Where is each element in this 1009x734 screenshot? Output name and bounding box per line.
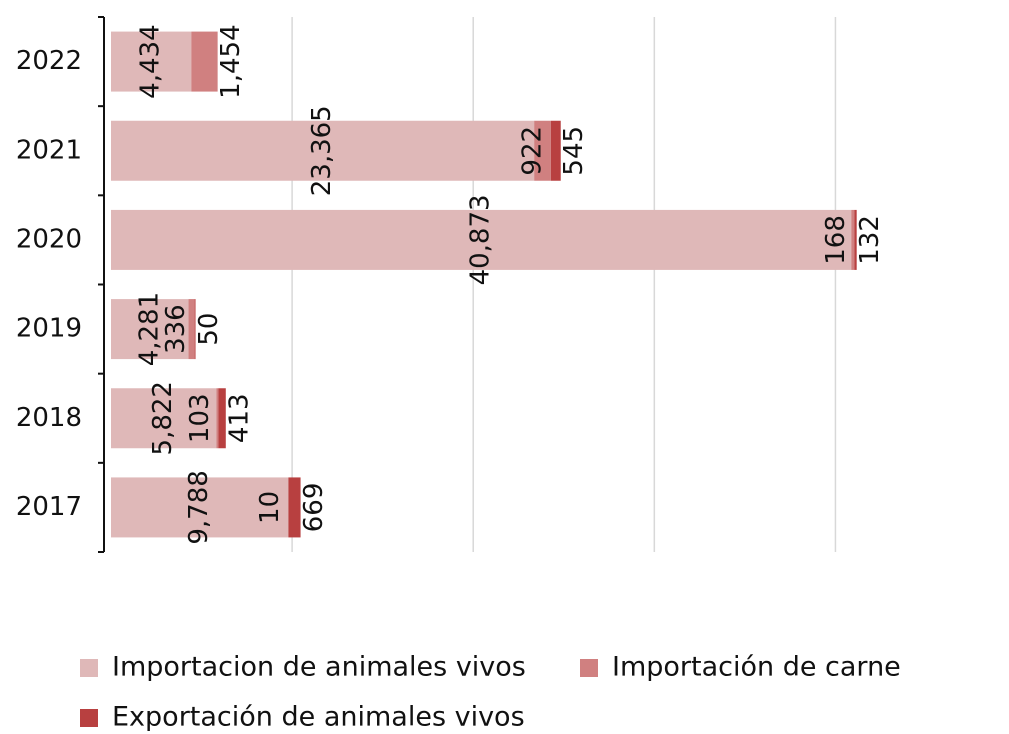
bar-segment (534, 120, 551, 181)
bar-segment (854, 209, 857, 270)
value-label: 10 (255, 491, 285, 524)
legend-swatch (80, 659, 98, 677)
legend-swatch (580, 659, 598, 677)
bar-segment (111, 388, 217, 449)
bar-segment (111, 477, 289, 538)
value-label: 103 (185, 393, 215, 443)
bar-segment (218, 388, 226, 449)
y-tick-label: 2017 (16, 492, 82, 522)
bar-segment (216, 388, 219, 449)
value-label: 168 (821, 215, 851, 265)
legend-swatch (80, 709, 98, 727)
value-label: 5,822 (148, 381, 178, 455)
y-tick-label: 2020 (16, 224, 82, 254)
bar-segment (288, 477, 301, 538)
value-label: 336 (161, 304, 191, 354)
legend-label: Importación de carne (612, 652, 901, 683)
value-label: 669 (299, 483, 329, 533)
value-label: 4,281 (134, 292, 164, 366)
value-label: 413 (224, 393, 254, 443)
value-label: 4,434 (136, 24, 166, 98)
value-label: 23,365 (307, 105, 337, 196)
legend-label: Importacion de animales vivos (112, 652, 526, 683)
value-label: 40,873 (466, 194, 496, 285)
bar-segment (191, 31, 218, 92)
value-label: 50 (194, 313, 224, 346)
value-label: 545 (559, 126, 589, 176)
bar-segment (111, 31, 192, 92)
y-tick-label: 2021 (16, 135, 82, 165)
bar-segment (111, 299, 189, 360)
legend-label: Exportación de animales vivos (112, 702, 525, 733)
value-label: 9,788 (184, 470, 214, 544)
bar-segment (550, 120, 561, 181)
bar-segment (188, 299, 195, 360)
bar-segment (111, 209, 852, 270)
value-label: 1,454 (216, 24, 246, 98)
bar-segment (851, 209, 855, 270)
y-tick-label: 2022 (16, 46, 82, 76)
bar-segment (194, 299, 196, 360)
y-tick-label: 2018 (16, 403, 82, 433)
value-label: 132 (855, 215, 885, 265)
value-label: 922 (517, 126, 547, 176)
bar-segment (111, 120, 535, 181)
y-tick-label: 2019 (16, 314, 82, 344)
